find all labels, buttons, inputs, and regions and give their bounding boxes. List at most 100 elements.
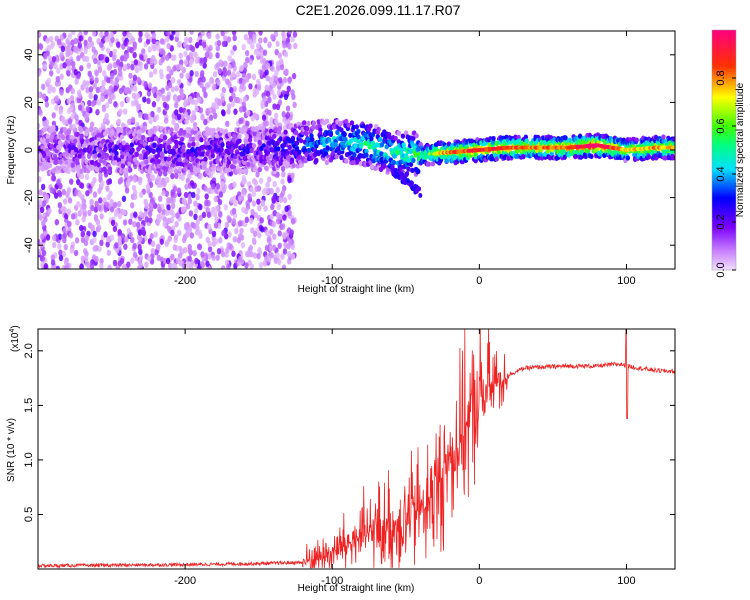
heatmap-cell: [95, 109, 100, 116]
heatmap-cell: [521, 154, 526, 160]
heatmap-cell: [119, 100, 125, 108]
heatmap-cell: [278, 136, 283, 142]
heatmap-cell: [180, 91, 185, 99]
heatmap-cell: [270, 33, 275, 41]
heatmap-cell: [77, 104, 83, 111]
heatmap-cell: [111, 54, 117, 62]
heatmap-cell: [260, 226, 265, 233]
heatmap-cell: [122, 209, 127, 216]
heatmap-cell: [272, 180, 277, 188]
heatmap-cell: [491, 135, 496, 142]
heatmap-cell: [93, 94, 98, 101]
heatmap-cell: [56, 144, 62, 150]
heatmap-cell: [280, 253, 285, 260]
heatmap-cell: [228, 183, 233, 190]
heatmap-cell: [254, 113, 260, 120]
heatmap-cell: [110, 129, 115, 135]
heatmap-cell: [158, 178, 163, 185]
heatmap-cell: [103, 231, 108, 238]
heatmap-cell: [159, 151, 164, 157]
heatmap-cell: [152, 68, 158, 75]
heatmap-cell: [146, 255, 152, 262]
y-tick-label: 0: [23, 147, 35, 153]
heatmap-cell: [197, 229, 202, 236]
heatmap-cell: [113, 101, 118, 108]
heatmap-cell: [245, 120, 250, 128]
heatmap-cell: [235, 96, 241, 104]
heatmap-cell: [100, 180, 105, 187]
heatmap-cell: [265, 90, 271, 97]
heatmap-cell: [444, 158, 449, 164]
heatmap-cell: [172, 244, 177, 251]
heatmap-cell: [199, 81, 204, 89]
heatmap-cell: [221, 229, 226, 237]
heatmap-cell: [275, 252, 280, 259]
heatmap-cell: [251, 126, 256, 132]
heatmap-cell: [275, 212, 281, 219]
heatmap-cell: [106, 89, 111, 96]
heatmap-cell: [167, 235, 173, 242]
heatmap-cell: [44, 193, 50, 201]
heatmap-cell: [164, 190, 170, 197]
heatmap-cell: [224, 31, 229, 35]
heatmap-cell: [114, 144, 119, 150]
y-tick-label: -20: [23, 190, 35, 206]
heatmap-cell: [107, 264, 112, 269]
heatmap-cell: [53, 156, 59, 162]
heatmap-cell: [215, 182, 221, 190]
heatmap-cell: [306, 120, 311, 126]
heatmap-cell: [254, 88, 260, 95]
heatmap-cell: [354, 124, 359, 130]
heatmap-cell: [376, 126, 381, 132]
heatmap-cell: [104, 128, 109, 135]
heatmap-cell: [38, 70, 41, 77]
heatmap-cell: [50, 254, 56, 261]
heatmap-cell: [110, 36, 115, 44]
heatmap-cell: [190, 152, 195, 158]
heatmap-cell: [110, 72, 115, 80]
heatmap-cell: [51, 174, 56, 182]
heatmap-cell: [115, 247, 120, 254]
heatmap-cell: [113, 201, 118, 209]
heatmap-cell: [151, 101, 157, 108]
heatmap-cell: [217, 67, 222, 75]
heatmap-cell: [106, 194, 111, 201]
x-tick-label: -200: [174, 275, 196, 287]
heatmap-cell: [259, 69, 264, 77]
spectrogram-heatmap: [38, 31, 675, 269]
heatmap-cell: [305, 125, 310, 132]
heatmap-cell: [251, 237, 257, 244]
heatmap-cell: [282, 196, 288, 204]
heatmap-cell: [282, 35, 287, 42]
x-tick-label: -100: [321, 575, 343, 587]
heatmap-cell: [177, 252, 183, 259]
heatmap-cell: [102, 70, 107, 77]
heatmap-cell: [287, 176, 292, 184]
heatmap-cell: [239, 227, 244, 234]
heatmap-cell: [400, 174, 405, 180]
heatmap-cell: [310, 125, 316, 131]
heatmap-cell: [169, 208, 174, 215]
heatmap-cell: [408, 161, 414, 168]
heatmap-cell: [138, 254, 144, 262]
heatmap-cell: [105, 185, 110, 192]
heatmap-cell: [240, 242, 246, 249]
heatmap-cell: [97, 204, 102, 211]
heatmap-cell: [306, 147, 312, 153]
heatmap-cell: [197, 263, 202, 269]
heatmap-cell: [251, 143, 257, 149]
heatmap-cell: [187, 255, 192, 262]
heatmap-cell: [189, 232, 195, 239]
heatmap-cell: [203, 185, 208, 192]
heatmap-cell: [211, 230, 217, 238]
heatmap-cell: [148, 217, 153, 224]
heatmap-cell: [41, 93, 47, 100]
heatmap-cell: [155, 219, 160, 227]
heatmap-cell: [45, 234, 51, 241]
heatmap-cell: [138, 235, 143, 243]
snr-series-line: [38, 329, 675, 569]
heatmap-cell: [670, 155, 675, 161]
heatmap-cell: [53, 159, 59, 166]
heatmap-cell: [143, 198, 148, 206]
heatmap-cell: [189, 58, 194, 65]
